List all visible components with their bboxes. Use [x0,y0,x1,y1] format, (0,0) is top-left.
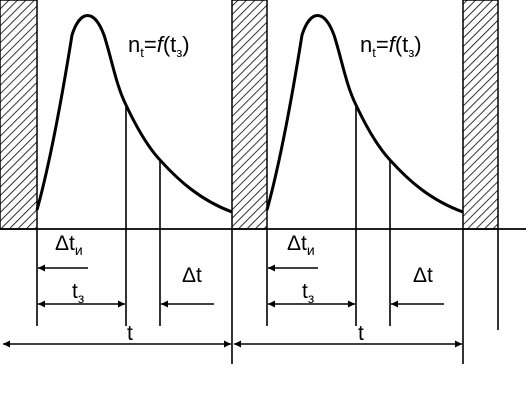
formula-label: nt=f(tз) [128,32,190,60]
t-label: t [358,322,364,345]
left-hatched-block [0,0,38,230]
middle-hatched-block [231,0,268,230]
panel-2: nt=f(tз) Δtи tз Δt t [234,14,499,364]
right-hatched-block [462,0,499,230]
dt-label: Δt [413,264,433,287]
dt-label: Δt [182,264,202,287]
dt-i-label: Δtи [55,232,83,258]
dt-i-label: Δtи [287,232,315,258]
pulse-curve [35,14,233,214]
tz-label: tз [72,280,84,306]
pulse-curve [265,14,464,214]
formula-label: nt=f(tз) [360,32,422,60]
t-label: t [127,322,133,345]
panel-1: nt=f(tз) Δtи tз Δt t [3,14,233,364]
tz-label: tз [302,280,314,306]
